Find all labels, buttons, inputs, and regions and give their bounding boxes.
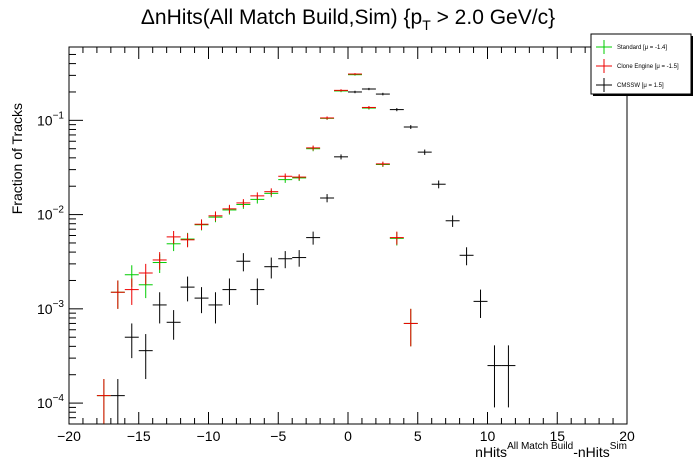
x-tick-label: −5 (270, 428, 286, 444)
plot-frame (68, 46, 628, 425)
y-axis-title: Fraction of Tracks (9, 103, 25, 214)
legend: Standard [μ = -1.4] Clone Engine [μ = -1.… (590, 33, 693, 96)
y-tick-label: 10−4 (37, 393, 64, 411)
x-tick-label: −20 (57, 428, 81, 444)
legend-label: CMSSW [μ = 1.5] (617, 83, 664, 89)
y-tick-label: 10−2 (37, 205, 64, 223)
x-axis-title: nHitsAll Match Build-nHitsSim (475, 441, 627, 460)
axes: −20 −15 −10 −5 0 5 10 15 20 10−4 10−3 10−2 10−1 (37, 47, 635, 444)
series-cmssw (110, 87, 516, 424)
series-layer (96, 73, 516, 424)
x-tick-label: 5 (414, 428, 422, 444)
series-standard (96, 73, 418, 424)
x-tick-label: 20 (619, 428, 635, 444)
legend-label: Clone Engine [μ = -1.5] (617, 64, 679, 70)
y-tick-label: 10−3 (37, 299, 64, 317)
chart-title: ΔnHits(All Match Build,Sim) {pT > 2.0 Ge… (141, 6, 555, 33)
series-clone-engine (96, 73, 418, 424)
x-tick-label: 15 (549, 428, 565, 444)
x-tick-label: 10 (480, 428, 496, 444)
x-tick-label: −10 (197, 428, 221, 444)
x-tick-label: −15 (127, 428, 151, 444)
y-tick-label: 10−1 (37, 110, 64, 128)
legend-label: Standard [μ = -1.4] (617, 45, 667, 51)
x-tick-label: 0 (344, 428, 352, 444)
legend-box (590, 33, 692, 95)
chart-title-subscript: T (422, 17, 431, 33)
